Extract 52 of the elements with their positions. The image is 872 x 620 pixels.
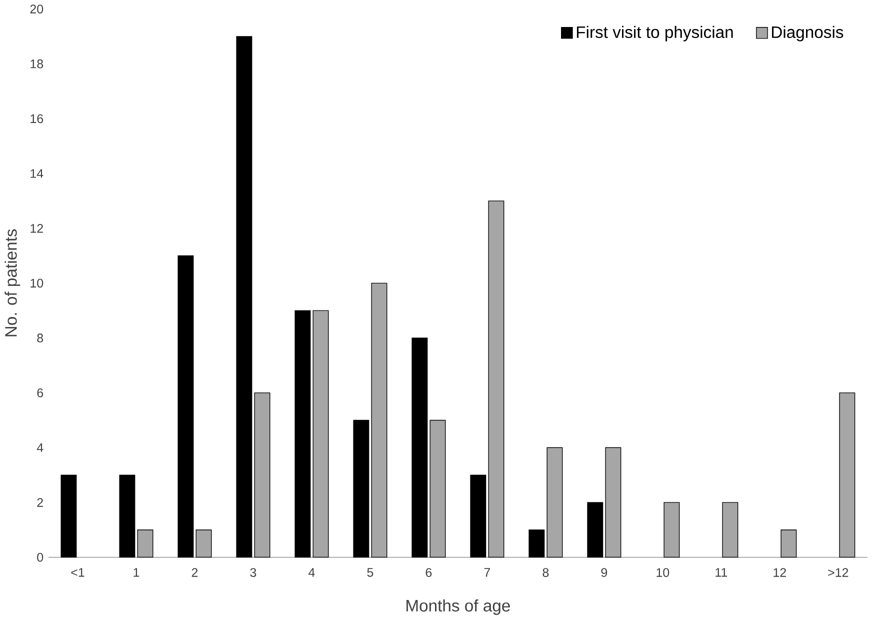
y-tick-label: 14 xyxy=(30,169,44,178)
x-tick-label: 2 xyxy=(192,568,198,578)
bar xyxy=(430,420,446,558)
bar xyxy=(294,310,311,558)
bar xyxy=(371,283,388,558)
x-axis-title: Months of age xyxy=(406,600,510,616)
bar xyxy=(587,502,604,558)
bar xyxy=(412,338,428,558)
bar xyxy=(780,530,797,558)
legend-label: Diagnosis xyxy=(772,26,844,42)
x-tick-label: 3 xyxy=(250,568,256,578)
y-tick-label: 12 xyxy=(30,224,43,233)
bar xyxy=(178,256,194,558)
bar xyxy=(60,474,77,558)
x-tick-label: <1 xyxy=(71,568,84,577)
x-tick-label: 1 xyxy=(134,568,140,577)
bar xyxy=(605,448,622,558)
bar xyxy=(137,530,154,558)
y-axis-title: No. of patients xyxy=(4,230,20,337)
bar xyxy=(664,502,680,558)
bar xyxy=(488,200,504,558)
bar xyxy=(470,474,486,558)
y-tick-label: 18 xyxy=(30,60,44,69)
x-tick-label: >12 xyxy=(828,568,848,578)
y-tick-label: 0 xyxy=(37,553,44,562)
x-tick-label: 6 xyxy=(426,568,432,578)
bar xyxy=(119,474,136,558)
bar xyxy=(839,392,856,558)
x-tick-label: 7 xyxy=(484,568,490,577)
y-tick-label: 10 xyxy=(30,278,44,288)
bar xyxy=(254,392,270,558)
x-tick-label: 10 xyxy=(656,568,670,578)
y-tick-label: 6 xyxy=(37,388,44,398)
x-tick-label: 4 xyxy=(308,568,315,577)
y-tick-label: 20 xyxy=(30,4,44,14)
bar xyxy=(546,448,563,558)
x-tick-label: 12 xyxy=(774,568,786,578)
y-tick-label: 8 xyxy=(37,334,44,343)
x-tick-label: 5 xyxy=(367,568,374,578)
bar xyxy=(236,36,252,558)
x-tick-label: 9 xyxy=(601,568,608,578)
bar xyxy=(353,420,370,558)
x-tick-label: 8 xyxy=(542,568,549,578)
bar xyxy=(722,502,738,558)
bar xyxy=(312,310,329,558)
bar xyxy=(196,530,212,558)
legend-label: First visit to physician xyxy=(576,26,733,42)
bar xyxy=(528,530,545,558)
y-tick-label: 16 xyxy=(30,114,44,124)
y-tick-label: 2 xyxy=(37,498,43,508)
x-tick-label: 11 xyxy=(716,568,728,577)
y-tick-label: 4 xyxy=(36,444,44,452)
